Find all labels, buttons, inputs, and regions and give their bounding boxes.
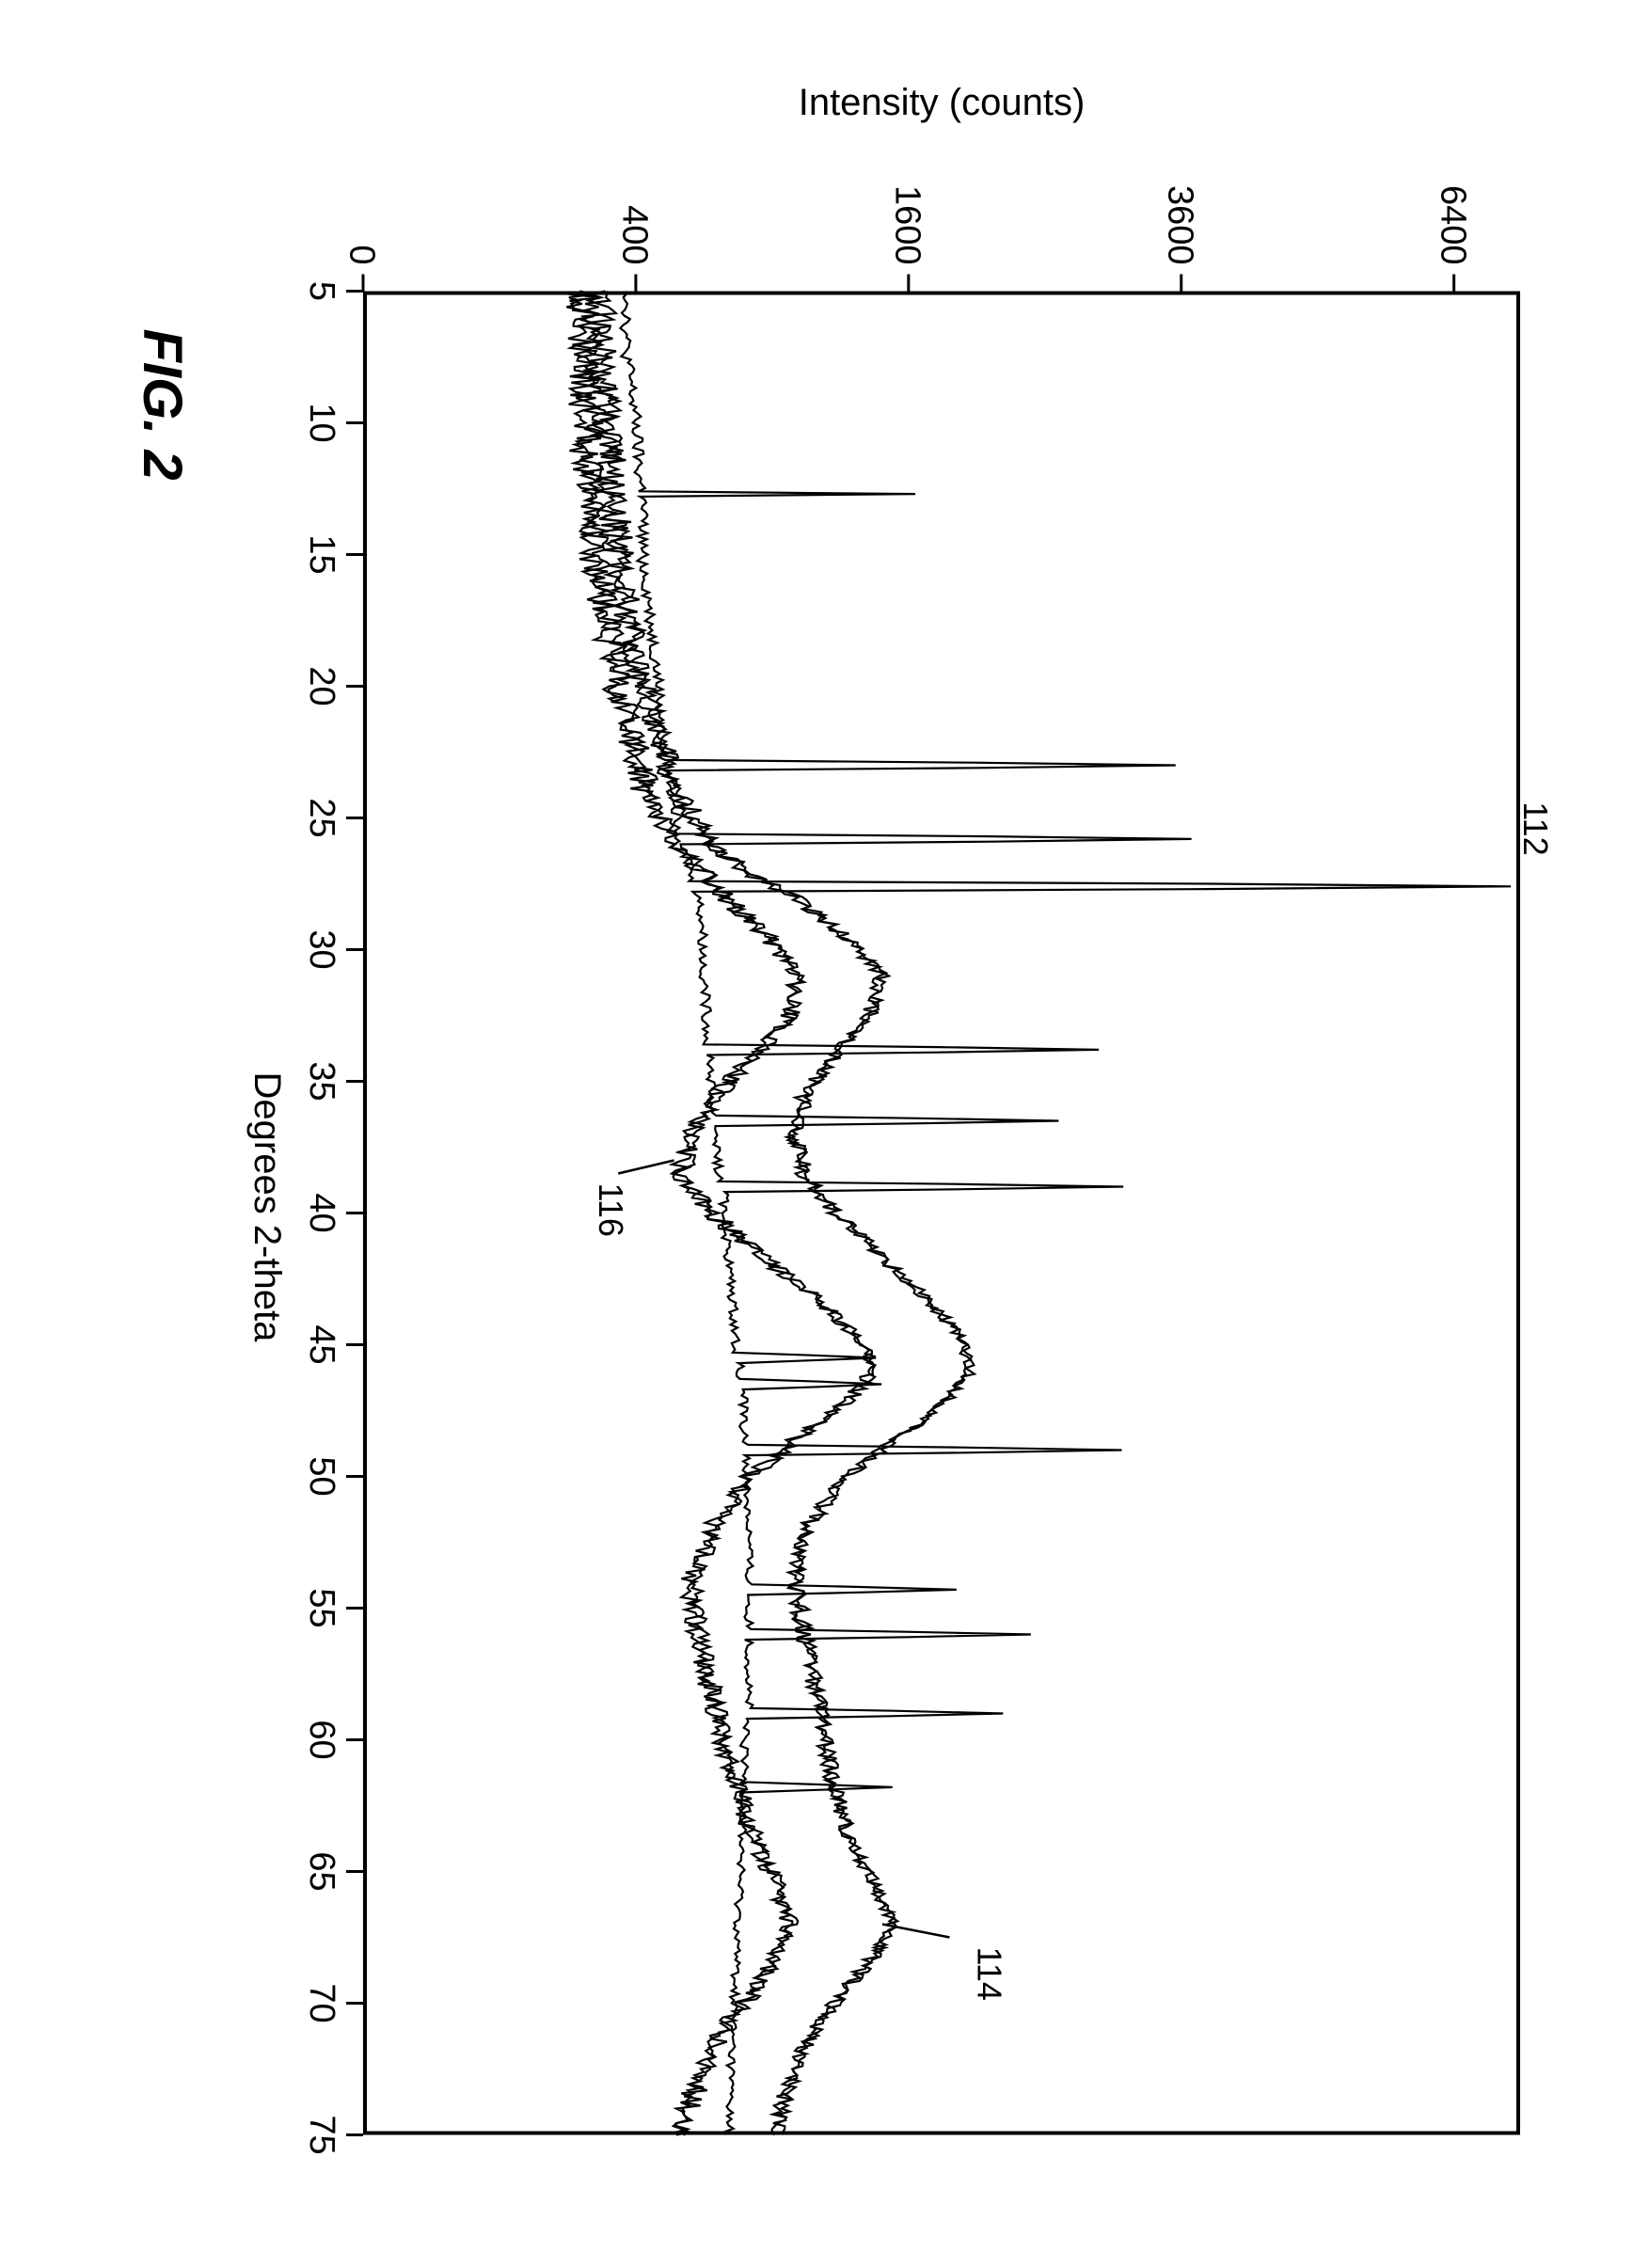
landscape-rotation-wrapper: 5 10 15 20 25 30 35 40 45 50 55 60 65 70 75 0 400 1600 360… xyxy=(0,0,1633,2268)
x-tick-label: 65 xyxy=(302,1851,341,1891)
y-tick-label: 3600 xyxy=(1160,185,1199,265)
trace-112 xyxy=(620,292,1511,2135)
x-tick-label: 55 xyxy=(302,1588,341,1627)
y-tick-label: 400 xyxy=(615,205,655,264)
x-tick-label: 40 xyxy=(302,1193,341,1232)
x-tick-label: 75 xyxy=(302,2115,341,2154)
y-tick-label: 0 xyxy=(342,245,382,264)
trace-114-overlay xyxy=(585,292,974,2135)
x-tick-label: 25 xyxy=(302,798,341,837)
y-tick-label: 6400 xyxy=(1433,185,1472,265)
annotation-leader xyxy=(618,1161,674,1174)
x-axis-label: Degrees 2-theta xyxy=(246,1072,288,1342)
x-tick-label: 10 xyxy=(302,403,341,442)
x-tick-label: 70 xyxy=(302,1983,341,2022)
x-tick-label: 35 xyxy=(302,1061,341,1101)
x-tick-label: 15 xyxy=(302,534,341,574)
page-container: 5 10 15 20 25 30 35 40 45 50 55 60 65 70 75 0 400 1600 360… xyxy=(0,0,1633,2268)
x-tick-label: 30 xyxy=(302,929,341,969)
y-axis-label: Intensity (counts) xyxy=(799,82,1086,124)
annotation-label: 116 xyxy=(592,1183,630,1237)
annotation-label: 114 xyxy=(970,1947,1008,2001)
x-tick-label: 60 xyxy=(302,1720,341,1759)
x-tick-label: 20 xyxy=(302,666,341,706)
x-tick-label: 45 xyxy=(302,1324,341,1364)
x-tick-label: 50 xyxy=(302,1456,341,1496)
x-tick-label: 5 xyxy=(302,281,341,301)
annotation-leader xyxy=(882,1925,950,1938)
figure-caption: FIG. 2 xyxy=(131,329,194,481)
y-tick-label: 1600 xyxy=(888,185,927,265)
annotation-label: 112 xyxy=(1516,801,1555,855)
figure-inner-canvas: 5 10 15 20 25 30 35 40 45 50 55 60 65 70 75 0 400 1600 360… xyxy=(0,0,1633,2268)
